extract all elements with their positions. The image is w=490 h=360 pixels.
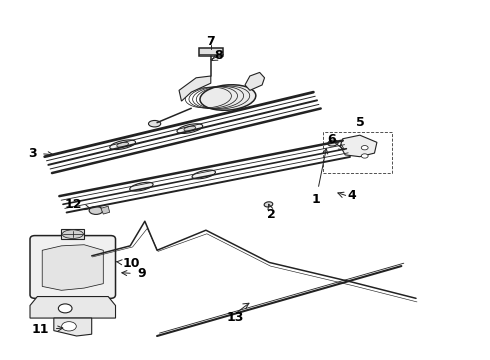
Polygon shape: [179, 76, 211, 101]
Text: 13: 13: [226, 311, 244, 324]
Ellipse shape: [62, 321, 76, 331]
FancyBboxPatch shape: [30, 235, 116, 298]
Bar: [198, 48, 223, 56]
Text: 5: 5: [356, 116, 365, 129]
Ellipse shape: [58, 304, 72, 313]
Text: 10: 10: [116, 257, 141, 270]
Ellipse shape: [117, 142, 128, 147]
Text: 12: 12: [64, 198, 90, 211]
Ellipse shape: [361, 145, 368, 150]
Polygon shape: [340, 135, 377, 157]
Ellipse shape: [184, 126, 196, 131]
Text: 4: 4: [347, 189, 356, 202]
Polygon shape: [42, 245, 103, 290]
Ellipse shape: [264, 202, 273, 207]
Ellipse shape: [192, 170, 216, 179]
Text: 11: 11: [32, 323, 63, 336]
Polygon shape: [54, 318, 92, 336]
Ellipse shape: [148, 121, 161, 127]
Ellipse shape: [110, 140, 136, 150]
Text: 1: 1: [312, 149, 328, 206]
Ellipse shape: [177, 124, 203, 134]
Text: 6: 6: [328, 133, 336, 146]
Text: 9: 9: [122, 267, 146, 280]
Bar: [323, 132, 392, 173]
Text: 8: 8: [214, 49, 222, 62]
Ellipse shape: [200, 85, 256, 110]
Polygon shape: [101, 206, 110, 214]
Polygon shape: [30, 297, 116, 318]
Ellipse shape: [328, 140, 338, 146]
Ellipse shape: [130, 182, 153, 191]
Ellipse shape: [62, 230, 83, 238]
Text: 2: 2: [268, 204, 276, 221]
Text: 3: 3: [28, 147, 53, 159]
Ellipse shape: [361, 154, 368, 158]
Bar: [61, 229, 84, 239]
Polygon shape: [245, 72, 265, 90]
Ellipse shape: [89, 207, 103, 215]
Text: 7: 7: [206, 35, 215, 49]
